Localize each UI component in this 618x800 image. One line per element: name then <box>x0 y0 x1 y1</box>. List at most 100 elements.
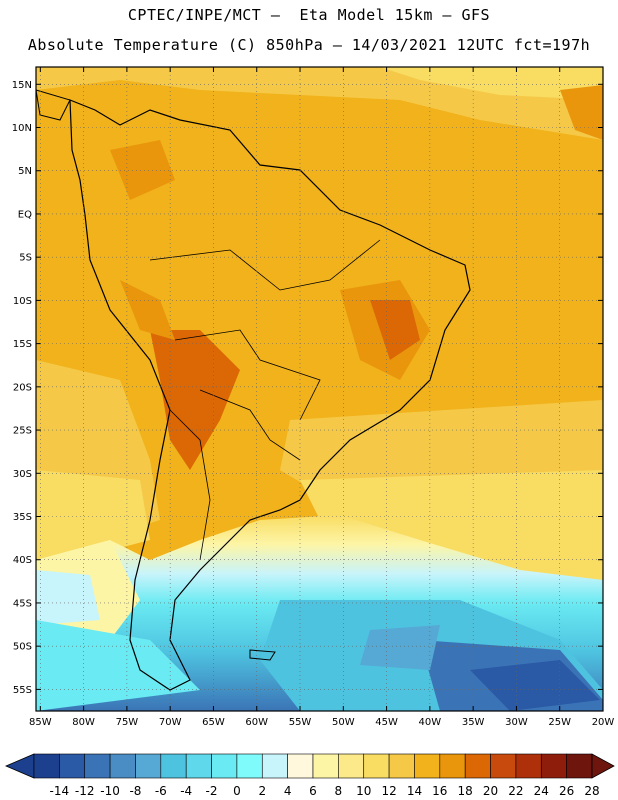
lat-label: 35S <box>13 512 32 523</box>
colorbar-label: 20 <box>483 784 498 798</box>
colorbar-label: -8 <box>129 784 141 798</box>
lat-label: 10N <box>12 123 32 134</box>
colorbar-label: 18 <box>458 784 473 798</box>
colorbar-swatch <box>540 753 567 779</box>
lon-label: 50W <box>332 717 355 728</box>
lat-label: 15S <box>13 339 32 350</box>
colorbar-low-arrow <box>4 753 35 779</box>
border-1 <box>149 239 381 291</box>
colorbar-label: 10 <box>356 784 371 798</box>
border-3 <box>199 389 301 461</box>
colorbar-label: 4 <box>284 784 292 798</box>
colorbar-label: 22 <box>508 784 523 798</box>
colorbar-label: 0 <box>233 784 241 798</box>
colorbar-swatch <box>185 753 212 779</box>
colorbar-swatch <box>211 753 238 779</box>
lat-label: 30S <box>13 469 32 480</box>
map-frame <box>35 66 604 712</box>
colorbar-label: 24 <box>534 784 549 798</box>
lat-label: 10S <box>13 296 32 307</box>
lon-label: 75W <box>116 717 139 728</box>
border-2 <box>174 329 321 421</box>
lat-label: 55S <box>13 685 32 696</box>
lon-label: 35W <box>462 717 485 728</box>
coastline-central-america <box>36 89 71 121</box>
colorbar-swatch <box>515 753 542 779</box>
colorbar-swatch <box>261 753 288 779</box>
map-field <box>36 67 603 711</box>
colorbar-swatch <box>439 753 466 779</box>
colorbar-label: 26 <box>559 784 574 798</box>
lon-label: 55W <box>289 717 312 728</box>
field-deep-4 <box>360 625 440 670</box>
lon-label: 65W <box>202 717 225 728</box>
colorbar-label: 6 <box>309 784 317 798</box>
colorbar-label: 16 <box>432 784 447 798</box>
field-deep-3 <box>470 660 600 711</box>
field-hot-chaco <box>150 330 240 470</box>
colorbar-label: -10 <box>100 784 120 798</box>
lat-label: 45S <box>13 598 32 609</box>
lon-axis: 85W 80W 75W 70W 65W 60W 55W 50W 45W 40W 35W 30W 25W 2… <box>29 717 614 728</box>
lon-label: 85W <box>29 717 52 728</box>
lat-label: 15N <box>12 80 32 91</box>
colorbar-swatch <box>388 753 415 779</box>
coastline-falklands <box>249 649 276 661</box>
colorbar-label: -6 <box>155 784 167 798</box>
lat-label: 25S <box>13 426 32 437</box>
field-hot-north <box>110 140 175 200</box>
colorbar-swatch <box>414 753 441 779</box>
lat-label: 5S <box>19 253 32 264</box>
colorbar-label: 8 <box>335 784 343 798</box>
colorbar-swatch <box>464 753 491 779</box>
lon-label: 25W <box>548 717 571 728</box>
field-s-atlantic-2 <box>300 470 603 600</box>
lon-label: 20W <box>592 717 615 728</box>
lat-axis: 15N 10N 5N EQ 5S 10S 15S 20S 25S 30S 35S 40S 45S 50S 5… <box>12 80 32 696</box>
lat-label: 5N <box>18 166 32 177</box>
lat-label: 40S <box>13 555 32 566</box>
colorbar-swatch <box>490 753 517 779</box>
colorbar-swatch <box>363 753 390 779</box>
coastline <box>36 89 471 691</box>
colorbar-label: 28 <box>584 784 599 798</box>
colorbar-label: 12 <box>381 784 396 798</box>
colorbar-swatch <box>160 753 187 779</box>
colorbar-label: 2 <box>258 784 266 798</box>
colorbar-swatch <box>338 753 365 779</box>
lat-label: 20S <box>13 382 32 393</box>
colorbar-swatch <box>312 753 339 779</box>
field-ne-warm <box>560 85 603 140</box>
field-south-cyan <box>36 620 200 711</box>
lon-label: 60W <box>245 717 268 728</box>
colorbar-swatch <box>33 753 60 779</box>
colorbar: -14 -12 -10 -8 -6 -4 -2 0 2 4 6 8 10 12 14 16 18 20 22 24 26… <box>4 753 615 798</box>
lon-label: 45W <box>375 717 398 728</box>
lat-label: EQ <box>18 209 32 220</box>
colorbar-swatch <box>84 753 111 779</box>
lon-label: 80W <box>72 717 95 728</box>
field-hot-andes <box>120 280 175 340</box>
colorbar-label: -12 <box>75 784 95 798</box>
colorbar-label: -14 <box>50 784 70 798</box>
lat-label: 50S <box>13 642 32 653</box>
colorbar-label: -2 <box>206 784 218 798</box>
colorbar-high-arrow <box>591 753 615 779</box>
colorbar-swatch <box>566 753 593 779</box>
field-north-band <box>380 67 603 100</box>
colorbar-label: -4 <box>180 784 192 798</box>
chart-title-line2: Absolute Temperature (C) 850hPa – 14/03/… <box>27 36 591 54</box>
colorbar-swatch <box>135 753 162 779</box>
field-hot-brazil-core <box>370 300 420 360</box>
chart-title-line1: CPTEC/INPE/MCT – Eta Model 15km – GFS <box>127 6 491 24</box>
coastline-south-america <box>69 99 471 691</box>
colorbar-swatch <box>287 753 314 779</box>
colorbar-swatch <box>236 753 263 779</box>
lon-label: 40W <box>419 717 442 728</box>
colorbar-label: 14 <box>407 784 422 798</box>
colorbar-swatch <box>109 753 136 779</box>
border-4 <box>169 409 211 561</box>
field-pacific-2 <box>36 470 150 570</box>
lon-label: 70W <box>159 717 182 728</box>
